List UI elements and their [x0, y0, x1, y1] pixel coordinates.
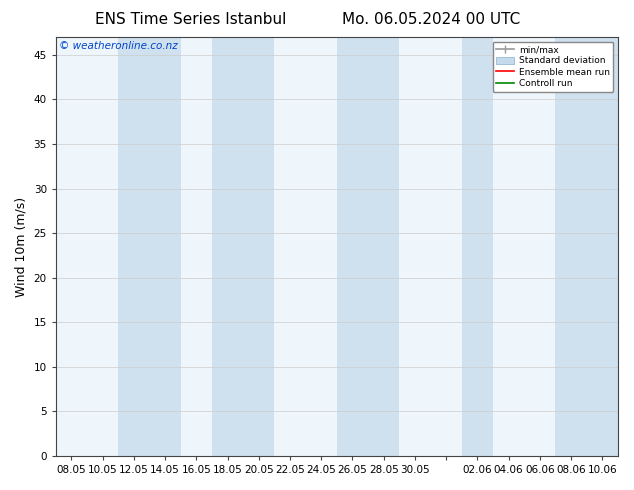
- Bar: [337, 37, 399, 456]
- Bar: [212, 37, 275, 456]
- Text: Mo. 06.05.2024 00 UTC: Mo. 06.05.2024 00 UTC: [342, 12, 521, 27]
- Y-axis label: Wind 10m (m/s): Wind 10m (m/s): [15, 196, 28, 296]
- Bar: [119, 37, 181, 456]
- Text: © weatheronline.co.nz: © weatheronline.co.nz: [58, 41, 178, 51]
- Bar: [462, 37, 493, 456]
- Bar: [555, 37, 618, 456]
- Text: ENS Time Series Istanbul: ENS Time Series Istanbul: [94, 12, 286, 27]
- Legend: min/max, Standard deviation, Ensemble mean run, Controll run: min/max, Standard deviation, Ensemble me…: [493, 42, 613, 92]
